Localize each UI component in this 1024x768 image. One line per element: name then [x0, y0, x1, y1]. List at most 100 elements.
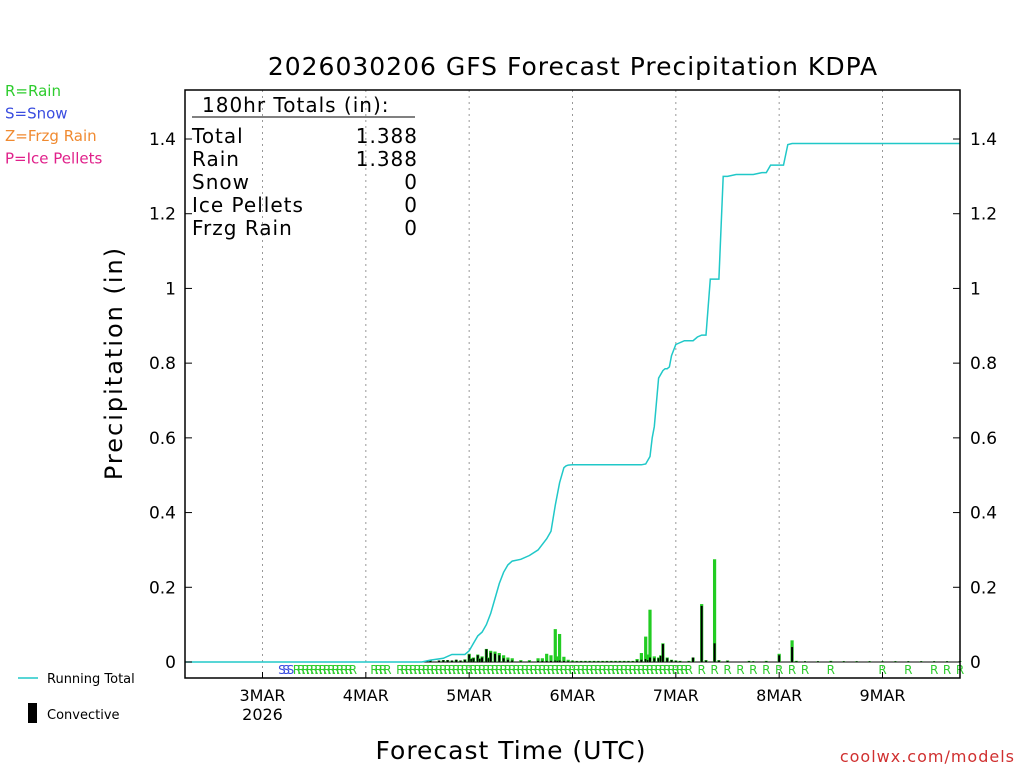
precip-type-marker: R	[452, 663, 460, 677]
convective-bar	[485, 649, 488, 662]
convective-bar	[567, 661, 570, 662]
precip-type-marker: R	[474, 663, 482, 677]
y-tick-label-left: 0.4	[149, 504, 176, 524]
convective-bar	[670, 660, 673, 662]
convective-bar	[519, 661, 522, 662]
precip-type-marker: R	[607, 663, 615, 677]
convective-bar	[494, 653, 496, 662]
convective-bar	[674, 660, 677, 662]
x-tick-label: 6MAR	[549, 686, 595, 705]
convective-bar	[459, 660, 462, 662]
precip-type-marker: R	[435, 663, 443, 677]
precip-type-marker: R	[521, 663, 529, 677]
convective-bar	[778, 655, 781, 662]
precip-type-marker: R	[642, 663, 650, 677]
convective-bar	[661, 644, 664, 662]
y-tick-label-right: 0.4	[970, 504, 997, 524]
totals-row-value: 0	[404, 170, 418, 194]
precip-type-marker: R	[409, 663, 417, 677]
convective-bar	[795, 661, 798, 662]
precip-type-marker: R	[555, 663, 563, 677]
convective-bar	[588, 661, 591, 662]
precip-type-marker: R	[603, 663, 611, 677]
precip-type-marker: R	[525, 663, 533, 677]
precip-type-marker: R	[676, 663, 684, 677]
precip-type-marker: R	[878, 663, 886, 677]
totals-row-label: Ice Pellets	[192, 193, 304, 217]
precip-bar	[545, 653, 549, 662]
precip-type-marker: R	[568, 663, 576, 677]
precip-type-marker: R	[586, 663, 594, 677]
precip-bar	[540, 658, 544, 662]
chart-title: 2026030206 GFS Forecast Precipitation KD…	[268, 52, 878, 81]
convective-legend-label: Convective	[47, 708, 120, 723]
gridlines	[185, 90, 960, 678]
type-legend-item: P=Ice Pellets	[5, 150, 102, 168]
x-tick-label: 3MAR	[239, 686, 285, 705]
precip-type-marker: R	[319, 663, 327, 677]
convective-bar	[575, 661, 578, 662]
convective-bar	[717, 660, 720, 662]
precip-bar	[648, 609, 652, 662]
precip-type-marker: R	[478, 663, 486, 677]
precip-type-marker: R	[646, 663, 654, 677]
precip-type-marker: R	[297, 663, 305, 677]
precip-bar	[644, 636, 648, 662]
y-tick-label-left: 1	[165, 279, 176, 299]
totals-row-label: Frzg Rain	[192, 216, 293, 240]
precip-type-marker: R	[448, 663, 456, 677]
precip-type-marker: R	[439, 663, 447, 677]
convective-bar	[549, 660, 552, 662]
convective-bar	[506, 659, 509, 662]
convective-bar	[659, 656, 662, 662]
precip-type-marker: R	[564, 663, 572, 677]
precip-type-marker: R	[499, 663, 507, 677]
precip-type-legend: R=Rain S=Snow Z=Frzg Rain P=Ice Pellets	[5, 82, 102, 168]
precip-type-marker: R	[495, 663, 503, 677]
precip-type-marker: R	[349, 663, 357, 677]
convective-bar	[666, 658, 669, 662]
precip-type-marker: R	[667, 663, 675, 677]
precip-bar	[536, 658, 540, 662]
convective-bar	[554, 660, 557, 662]
convective-bar	[700, 605, 703, 662]
precip-type-marker: R	[336, 663, 344, 677]
x-tick-sublabel: 2026	[242, 705, 283, 724]
precip-type-marker: R	[801, 663, 809, 677]
precip-type-marker: R	[672, 663, 680, 677]
convective-bar	[511, 660, 514, 662]
precip-type-marker: R	[512, 663, 520, 677]
convective-bar	[580, 661, 583, 662]
x-tick-label: 9MAR	[859, 686, 905, 705]
convective-bar	[713, 643, 716, 662]
precip-type-marker: R	[465, 663, 473, 677]
totals-row-value: 1.388	[356, 147, 418, 171]
precip-type-marker: R	[560, 663, 568, 677]
precip-type-marker: R	[491, 663, 499, 677]
convective-bar	[881, 661, 884, 662]
convective-bar	[679, 661, 682, 662]
precip-type-marker: R	[375, 663, 383, 677]
precip-bar	[557, 633, 562, 662]
credit-text: coolwx.com/models	[840, 747, 1015, 766]
precip-type-marker: R	[323, 663, 331, 677]
y-tick-label-right: 0.8	[970, 354, 997, 374]
precip-type-marker: R	[547, 663, 555, 677]
totals-row-value: 0	[404, 193, 418, 217]
precip-type-marker: R	[590, 663, 598, 677]
precip-bars	[428, 559, 962, 662]
precip-type-marker: R	[650, 663, 658, 677]
precip-type-marker: R	[542, 663, 550, 677]
totals-header: 180hr Totals (in):	[202, 93, 390, 117]
totals-row-label: Snow	[192, 170, 250, 194]
convective-bar	[562, 660, 565, 662]
x-tick-label: 5MAR	[446, 686, 492, 705]
convective-bar	[558, 660, 561, 662]
precip-type-marker: R	[637, 663, 645, 677]
convective-bar	[502, 658, 505, 662]
convective-bar	[791, 647, 794, 662]
convective-bar	[442, 660, 445, 662]
y-tick-label-left: 0	[165, 653, 176, 673]
convective-bar	[468, 654, 471, 662]
